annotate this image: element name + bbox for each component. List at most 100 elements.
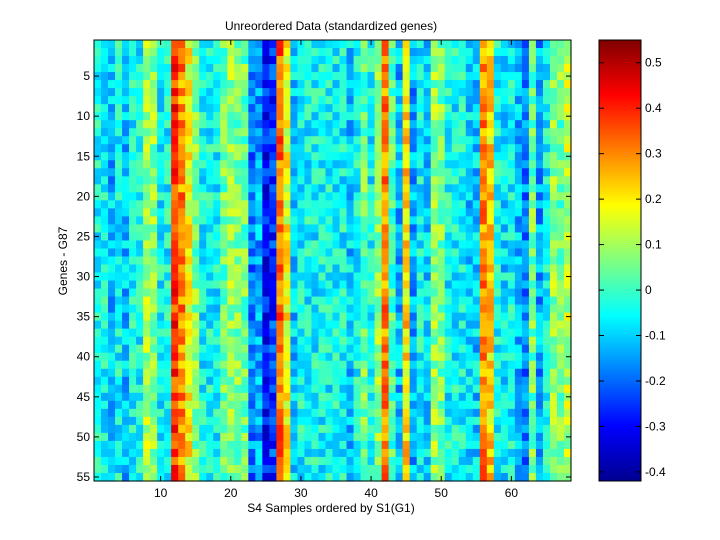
heatmap-cell [143,304,151,314]
x-tick-label: 20 [224,486,238,500]
heatmap-cell [94,408,102,418]
heatmap-cell [549,392,558,402]
heatmap-cell [157,208,165,217]
heatmap-cell [227,104,235,113]
heatmap-cell [122,136,130,145]
heatmap-cell [325,416,334,426]
heatmap-cell [115,280,123,290]
heatmap-cell [241,416,249,426]
heatmap-cell [409,368,418,378]
heatmap-cell [507,256,516,266]
heatmap-cell [437,72,446,81]
heatmap-cell [535,120,544,129]
heatmap-cell [402,448,411,458]
heatmap-cell [465,256,474,266]
heatmap-cell [255,96,263,105]
heatmap-cell [395,184,404,193]
heatmap-cell [171,248,179,258]
heatmap-cell [556,344,565,354]
heatmap-cell [122,336,130,346]
heatmap-cell [339,144,348,153]
heatmap-cell [318,280,327,290]
heatmap-cell [528,160,537,169]
heatmap-cell [325,80,334,89]
heatmap-cell [206,352,214,362]
heatmap-cell [514,336,523,346]
heatmap-cell [395,112,404,121]
heatmap-cell [136,248,144,258]
heatmap-cell [563,64,572,73]
heatmap-cell [108,344,116,354]
heatmap-cell [374,296,383,306]
heatmap-cell [458,392,467,402]
heatmap-cell [304,72,313,81]
heatmap-cell [241,112,249,121]
heatmap-cell [528,40,537,49]
heatmap-cell [437,120,446,129]
heatmap-cell [458,256,467,266]
heatmap-cell [255,192,263,201]
heatmap-cell [325,440,334,450]
heatmap-cell [360,192,369,201]
heatmap-cell [353,56,362,65]
heatmap-cell [493,264,502,274]
heatmap-cell [94,104,102,113]
heatmap-cell [199,320,207,330]
heatmap-cell [479,80,488,89]
heatmap-cell [479,400,488,410]
heatmap-cell [150,384,158,394]
heatmap-cell [136,344,144,354]
heatmap-cell [430,104,439,113]
heatmap-cell [388,432,397,442]
heatmap-cell [101,72,109,81]
heatmap-cell [486,464,495,474]
heatmap-cell [563,328,572,338]
heatmap-cell [220,144,228,153]
heatmap-cell [227,80,235,89]
heatmap-cell [388,176,397,185]
heatmap-cell [353,256,362,266]
heatmap-cell [248,392,256,402]
heatmap-cell [262,72,270,81]
heatmap-cell [388,400,397,410]
heatmap-cell [507,368,516,378]
heatmap-cell [164,232,172,242]
heatmap-cell [444,256,453,266]
heatmap-cell [521,40,530,49]
heatmap-cell [185,120,193,129]
heatmap-cell [423,280,432,290]
heatmap-cell [178,200,186,209]
heatmap-cell [325,232,334,242]
heatmap-cell [136,208,144,217]
heatmap-cell [402,128,411,137]
heatmap-cell [290,280,299,290]
heatmap-cell [332,472,341,482]
heatmap-cell [325,432,334,442]
heatmap-cell [374,416,383,426]
heatmap-cell [234,128,242,137]
heatmap-cell [318,48,327,57]
heatmap-cell [199,160,207,169]
heatmap-cell [115,416,123,426]
heatmap-cell [227,176,235,185]
heatmap-cell [136,312,144,322]
heatmap-cell [311,208,320,217]
heatmap-cell [416,152,425,161]
heatmap-cell [101,328,109,338]
heatmap-cell [213,64,221,73]
heatmap-cell [283,408,292,418]
heatmap-cell [395,56,404,65]
heatmap-cell [535,80,544,89]
heatmap-cell [276,248,284,258]
heatmap-cell [108,136,116,145]
heatmap-cell [199,456,207,466]
heatmap-cell [451,424,460,434]
heatmap-cell [423,360,432,370]
heatmap-cell [437,56,446,65]
heatmap-cell [178,48,186,57]
heatmap-cell [465,432,474,442]
heatmap-cell [262,112,270,121]
heatmap-cell [227,152,235,161]
heatmap-cell [283,256,292,266]
heatmap-cell [297,304,306,314]
